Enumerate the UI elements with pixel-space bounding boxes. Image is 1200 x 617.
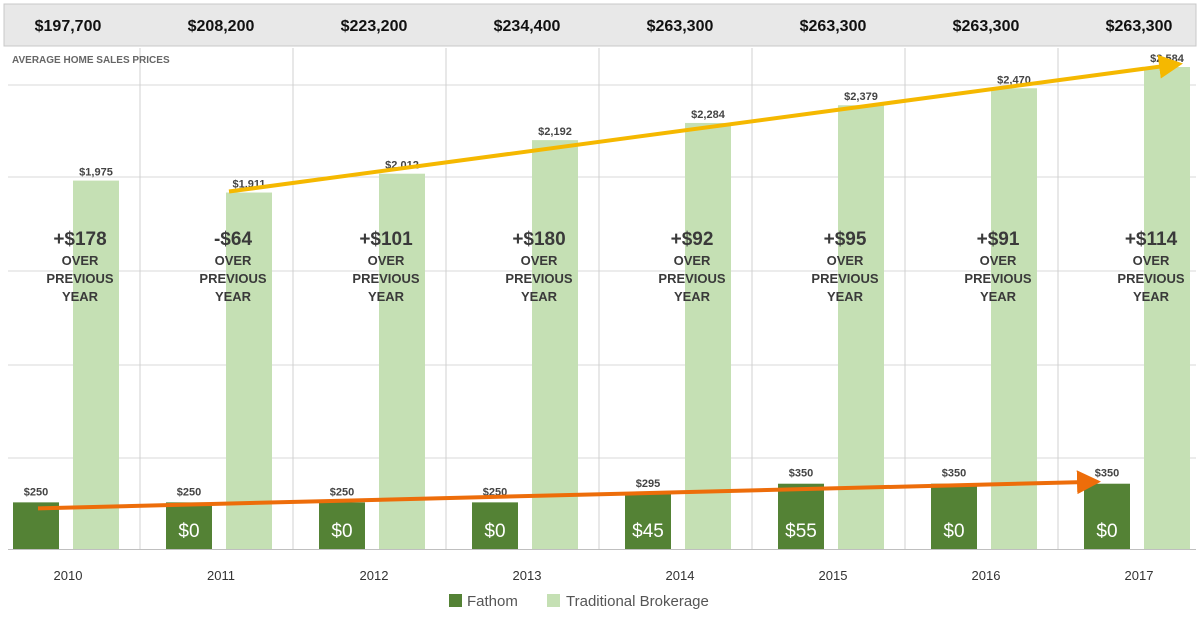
over-previous-year-label: YEAR [62,289,99,304]
legend-label-fathom: Fathom [467,593,518,610]
over-previous-year-label: OVER [827,253,864,268]
fathom-value-label: $350 [942,468,966,480]
x-axis: 2010 2011 2012 2013 2014 2015 2016 2017 [8,549,1196,583]
fathom-value-label: $250 [24,486,48,498]
over-previous-year-label: YEAR [521,289,558,304]
over-previous-year-label: OVER [1133,253,1170,268]
over-previous-year-label: OVER [674,253,711,268]
over-previous-year-label: PREVIOUS [352,271,420,286]
traditional-bar [991,88,1037,549]
traditional-change-label: -$64 [214,229,252,250]
fathom-bar [625,493,671,549]
fathom-value-label: $350 [1095,468,1119,480]
legend-label-traditional: Traditional Brokerage [566,593,709,610]
fathom-bar [778,483,824,549]
traditional-change-label: +$180 [512,229,565,250]
traditional-bar [379,173,425,549]
fathom-bar [1084,483,1130,549]
traditional-bar [1144,67,1190,549]
traditional-value-label: $2,284 [691,109,726,121]
over-previous-year-label: YEAR [215,289,252,304]
traditional-change-label: +$91 [977,229,1020,250]
fathom-change-label: $0 [331,521,352,542]
legend: Fathom Traditional Brokerage [449,593,709,610]
trend-arrow-layer [37,54,1183,511]
over-previous-year-label: OVER [62,253,99,268]
chart-subtitle: AVERAGE HOME SALES PRICES [12,55,170,66]
over-previous-year-label: PREVIOUS [811,271,879,286]
over-previous-year-label: PREVIOUS [505,271,573,286]
x-tick-label: 2015 [819,568,848,583]
home-price-label: $223,200 [341,18,408,35]
over-previous-year-label: PREVIOUS [964,271,1032,286]
fathom-bar [319,502,365,549]
x-tick-label: 2014 [666,568,695,583]
home-price-label: $263,300 [647,18,714,35]
price-header: $197,700 $208,200 $223,200 $234,400 $263,300… [3,3,1197,47]
home-price-label: $263,300 [800,18,867,35]
fathom-bar [166,502,212,549]
traditional-value-label: $2,584 [1150,53,1185,65]
over-previous-year-label: PREVIOUS [199,271,267,286]
grid-layer [8,48,1196,549]
over-previous-year-label: YEAR [980,289,1017,304]
fathom-value-label: $350 [789,468,813,480]
traditional-bar [73,180,119,549]
home-price-label: $263,300 [953,18,1020,35]
traditional-value-label: $2,192 [538,126,572,138]
fathom-value-label: $295 [636,478,660,490]
traditional-bar [226,192,272,549]
fathom-change-label: $0 [943,521,964,542]
over-previous-year-label: PREVIOUS [658,271,726,286]
fathom-value-label: $250 [330,486,354,498]
fathom-change-label: $0 [1096,521,1117,542]
traditional-bar [838,105,884,549]
over-previous-year-label: OVER [368,253,405,268]
home-price-label: $263,300 [1106,18,1173,35]
home-price-label: $208,200 [188,18,255,35]
x-tick-label: 2010 [54,568,83,583]
traditional-value-label: $1,975 [79,167,113,179]
x-tick-label: 2012 [360,568,389,583]
traditional-change-label: +$92 [671,229,714,250]
x-tick-label: 2017 [1125,568,1154,583]
bar-layer [13,67,1190,550]
fathom-change-label: $45 [632,521,664,542]
fathom-value-label: $250 [177,486,201,498]
home-price-label: $234,400 [494,18,561,35]
traditional-change-label: +$95 [824,229,867,250]
x-tick-label: 2011 [207,568,235,583]
fathom-change-label: $55 [785,521,817,542]
fathom-change-label: $0 [484,521,505,542]
over-previous-year-label: YEAR [827,289,864,304]
label-layer: $250$1,975+$178OVERPREVIOUSYEAR$250$0$1,… [24,53,1185,542]
fathom-bar [931,483,977,549]
traditional-change-label: +$178 [53,229,106,250]
over-previous-year-label: PREVIOUS [46,271,114,286]
home-price-label: $197,700 [35,18,102,35]
over-previous-year-label: OVER [980,253,1017,268]
traditional-change-label: +$114 [1125,229,1178,250]
traditional-bar [532,140,578,550]
fathom-change-label: $0 [178,521,199,542]
over-previous-year-label: PREVIOUS [1117,271,1185,286]
fathom-trend-arrow [37,470,1101,511]
traditional-value-label: $2,379 [844,91,878,103]
x-tick-label: 2016 [972,568,1001,583]
legend-swatch-fathom [449,594,462,607]
over-previous-year-label: YEAR [1133,289,1170,304]
over-previous-year-label: OVER [215,253,252,268]
traditional-trend-arrow [228,54,1183,194]
over-previous-year-label: YEAR [674,289,711,304]
traditional-change-label: +$101 [359,229,413,250]
traditional-bar [685,122,731,550]
x-tick-label: 2013 [513,568,542,583]
price-header-background [3,3,1197,47]
over-previous-year-label: OVER [521,253,558,268]
legend-swatch-traditional [547,594,560,607]
fathom-bar [472,502,518,549]
over-previous-year-label: YEAR [368,289,405,304]
fathom-bar [13,502,59,549]
